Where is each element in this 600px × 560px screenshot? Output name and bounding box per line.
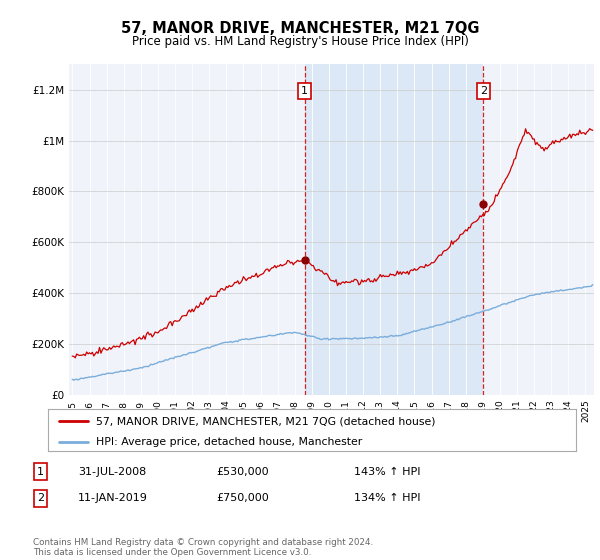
Text: 31-JUL-2008: 31-JUL-2008	[78, 466, 146, 477]
Text: 2: 2	[37, 493, 44, 503]
Text: 57, MANOR DRIVE, MANCHESTER, M21 7QG: 57, MANOR DRIVE, MANCHESTER, M21 7QG	[121, 21, 479, 36]
Text: 1: 1	[301, 86, 308, 96]
Text: £750,000: £750,000	[216, 493, 269, 503]
Text: HPI: Average price, detached house, Manchester: HPI: Average price, detached house, Manc…	[95, 437, 362, 446]
Text: £530,000: £530,000	[216, 466, 269, 477]
Text: 134% ↑ HPI: 134% ↑ HPI	[354, 493, 421, 503]
Text: 143% ↑ HPI: 143% ↑ HPI	[354, 466, 421, 477]
Text: 1: 1	[37, 466, 44, 477]
Text: 11-JAN-2019: 11-JAN-2019	[78, 493, 148, 503]
Text: Price paid vs. HM Land Registry's House Price Index (HPI): Price paid vs. HM Land Registry's House …	[131, 35, 469, 48]
Text: 57, MANOR DRIVE, MANCHESTER, M21 7QG (detached house): 57, MANOR DRIVE, MANCHESTER, M21 7QG (de…	[95, 417, 435, 426]
Text: Contains HM Land Registry data © Crown copyright and database right 2024.
This d: Contains HM Land Registry data © Crown c…	[33, 538, 373, 557]
Text: 2: 2	[480, 86, 487, 96]
Bar	[305, 64, 484, 395]
